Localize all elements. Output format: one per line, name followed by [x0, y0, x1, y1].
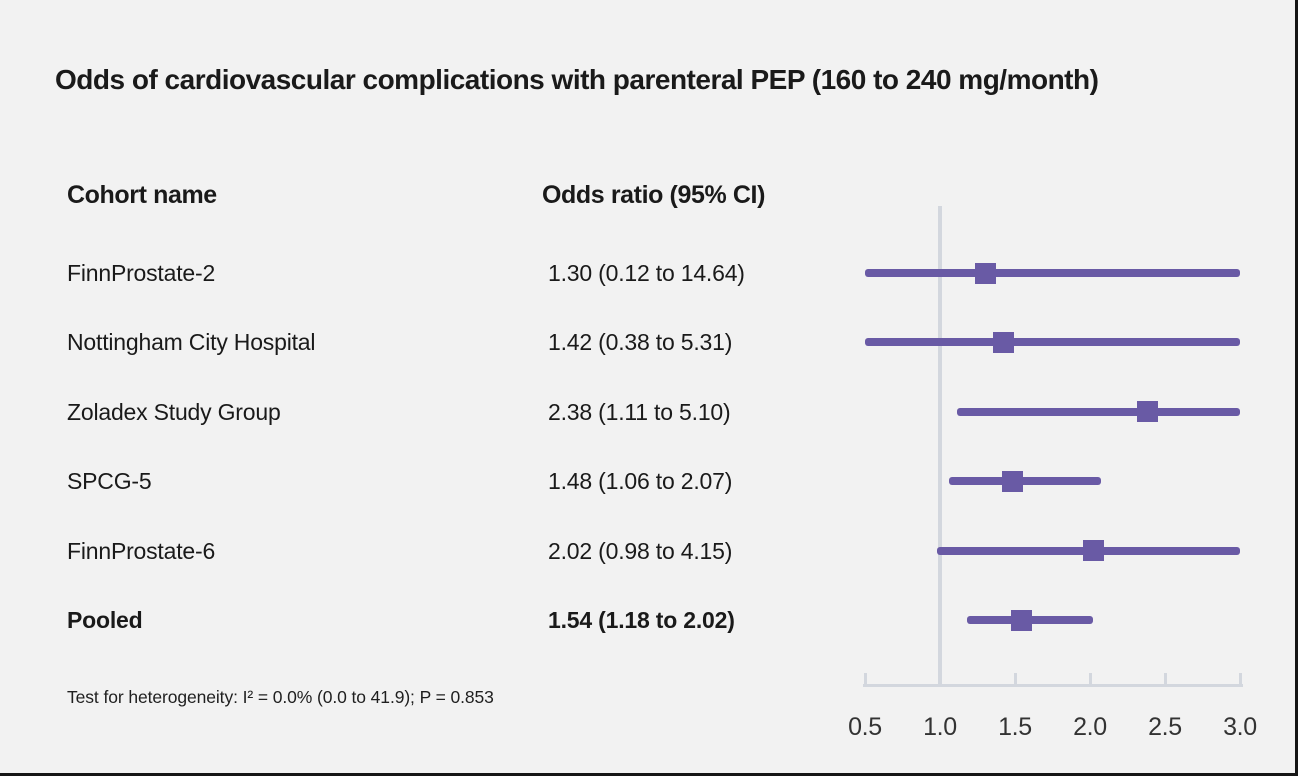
x-axis-baseline: [863, 684, 1243, 687]
x-axis-tick-label: 1.0: [923, 713, 957, 741]
x-axis-tick: [863, 673, 867, 684]
heterogeneity-note: Test for heterogeneity: I² = 0.0% (0.0 t…: [67, 687, 494, 707]
x-axis-tick-label: 0.5: [848, 713, 882, 741]
cohort-name-header: Cohort name: [67, 181, 217, 209]
x-axis-tick: [1238, 673, 1242, 684]
cohort-label: Pooled: [67, 607, 143, 633]
x-axis-tick-label: 3.0: [1223, 713, 1257, 741]
reference-line: [938, 206, 942, 687]
ci-line: [949, 477, 1101, 486]
cohort-label: SPCG-5: [67, 468, 152, 495]
chart-title: Odds of cardiovascular complications wit…: [55, 64, 1099, 95]
x-axis-tick: [1163, 673, 1167, 684]
x-axis-tick: [1013, 673, 1017, 684]
or-value: 1.30 (0.12 to 14.64): [548, 260, 745, 286]
ci-line: [865, 269, 1240, 277]
x-axis-tick: [938, 673, 942, 684]
cohort-label: FinnProstate-2: [67, 260, 216, 286]
ci-line: [865, 338, 1240, 347]
cohort-label: Zoladex Study Group: [67, 398, 281, 425]
point-estimate-marker: [1136, 401, 1158, 423]
point-estimate-marker: [1001, 470, 1023, 492]
x-axis-tick-label: 2.5: [1148, 713, 1182, 741]
or-value: 1.48 (1.06 to 2.07): [548, 468, 733, 495]
point-estimate-marker: [1082, 540, 1104, 562]
or-value: 2.02 (0.98 to 4.15): [548, 537, 733, 564]
x-axis-tick-label: 2.0: [1073, 713, 1107, 741]
cohort-label: Nottingham City Hospital: [67, 329, 316, 356]
cohort-label: FinnProstate-6: [67, 537, 216, 564]
ci-line: [956, 407, 1240, 416]
x-axis-tick: [1088, 673, 1092, 684]
x-axis-tick-label: 1.5: [998, 713, 1032, 741]
point-estimate-marker: [974, 262, 996, 284]
point-estimate-marker: [992, 331, 1014, 353]
or-value: 1.54 (1.18 to 2.02): [548, 607, 735, 633]
or-value: 1.42 (0.38 to 5.31): [548, 329, 733, 356]
or-value: 2.38 (1.11 to 5.10): [548, 398, 731, 425]
odds-ratio-header: Odds ratio (95% CI): [542, 181, 765, 209]
point-estimate-marker: [1010, 609, 1032, 631]
